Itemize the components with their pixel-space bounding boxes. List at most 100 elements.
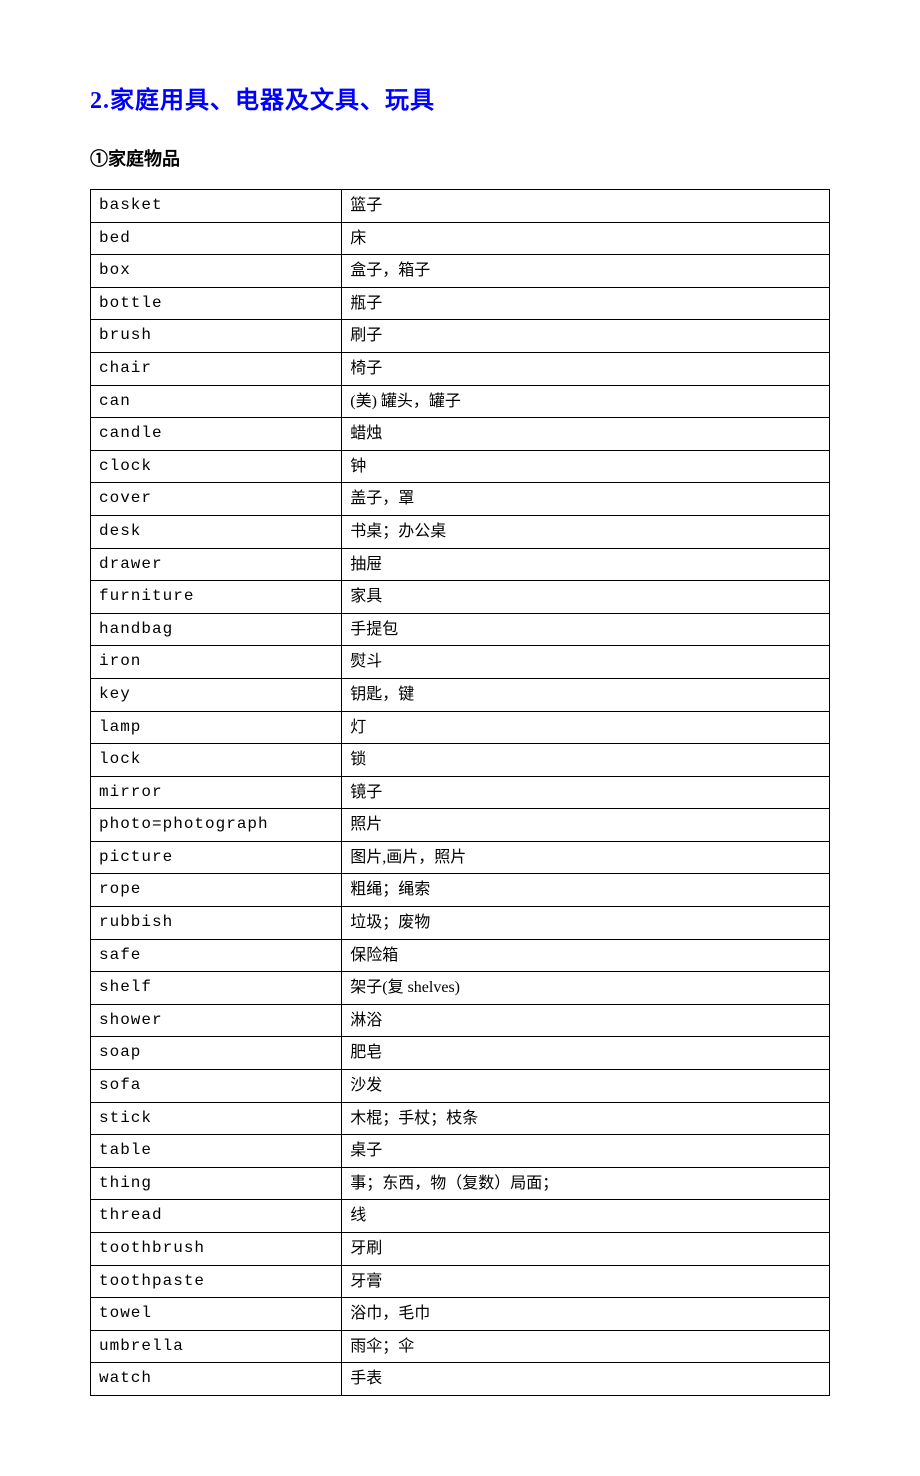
english-cell: rubbish bbox=[91, 907, 342, 940]
english-cell: soap bbox=[91, 1037, 342, 1070]
table-row: safe保险箱 bbox=[91, 939, 830, 972]
english-cell: can bbox=[91, 385, 342, 418]
english-cell: cover bbox=[91, 483, 342, 516]
table-row: basket篮子 bbox=[91, 190, 830, 223]
table-row: sofa沙发 bbox=[91, 1070, 830, 1103]
chinese-cell: 架子(复 shelves) bbox=[342, 972, 830, 1005]
english-cell: table bbox=[91, 1135, 342, 1168]
table-row: iron熨斗 bbox=[91, 646, 830, 679]
table-row: towel浴巾，毛巾 bbox=[91, 1298, 830, 1331]
table-row: thread线 bbox=[91, 1200, 830, 1233]
chinese-cell: 钟 bbox=[342, 450, 830, 483]
chinese-cell: 粗绳；绳索 bbox=[342, 874, 830, 907]
english-cell: rope bbox=[91, 874, 342, 907]
english-cell: clock bbox=[91, 450, 342, 483]
chinese-cell: 盖子，罩 bbox=[342, 483, 830, 516]
vocabulary-table: basket篮子bed床box盒子，箱子bottle瓶子brush刷子chair… bbox=[90, 189, 830, 1396]
english-cell: shelf bbox=[91, 972, 342, 1005]
table-row: shower淋浴 bbox=[91, 1004, 830, 1037]
chinese-cell: 熨斗 bbox=[342, 646, 830, 679]
table-row: photo=photograph照片 bbox=[91, 809, 830, 842]
english-cell: brush bbox=[91, 320, 342, 353]
english-cell: photo=photograph bbox=[91, 809, 342, 842]
table-body: basket篮子bed床box盒子，箱子bottle瓶子brush刷子chair… bbox=[91, 190, 830, 1396]
english-cell: thing bbox=[91, 1167, 342, 1200]
table-row: rubbish垃圾；废物 bbox=[91, 907, 830, 940]
chinese-cell: 木棍；手杖；枝条 bbox=[342, 1102, 830, 1135]
chinese-cell: 手提包 bbox=[342, 613, 830, 646]
english-cell: thread bbox=[91, 1200, 342, 1233]
table-row: shelf架子(复 shelves) bbox=[91, 972, 830, 1005]
english-cell: sofa bbox=[91, 1070, 342, 1103]
table-row: toothpaste牙膏 bbox=[91, 1265, 830, 1298]
chinese-cell: 桌子 bbox=[342, 1135, 830, 1168]
chinese-cell: 篮子 bbox=[342, 190, 830, 223]
table-row: key钥匙，键 bbox=[91, 678, 830, 711]
english-cell: lock bbox=[91, 744, 342, 777]
english-cell: stick bbox=[91, 1102, 342, 1135]
english-cell: box bbox=[91, 255, 342, 288]
chinese-cell: 椅子 bbox=[342, 352, 830, 385]
english-cell: iron bbox=[91, 646, 342, 679]
chinese-cell: 瓶子 bbox=[342, 287, 830, 320]
chinese-cell: 盒子，箱子 bbox=[342, 255, 830, 288]
table-row: watch手表 bbox=[91, 1363, 830, 1396]
english-cell: furniture bbox=[91, 581, 342, 614]
english-cell: towel bbox=[91, 1298, 342, 1331]
english-cell: mirror bbox=[91, 776, 342, 809]
chinese-cell: 雨伞；伞 bbox=[342, 1330, 830, 1363]
chinese-cell: 灯 bbox=[342, 711, 830, 744]
chinese-cell: 沙发 bbox=[342, 1070, 830, 1103]
chinese-cell: 床 bbox=[342, 222, 830, 255]
chinese-cell: 牙膏 bbox=[342, 1265, 830, 1298]
english-cell: basket bbox=[91, 190, 342, 223]
table-row: toothbrush牙刷 bbox=[91, 1233, 830, 1266]
chinese-cell: 手表 bbox=[342, 1363, 830, 1396]
table-row: brush刷子 bbox=[91, 320, 830, 353]
table-row: handbag手提包 bbox=[91, 613, 830, 646]
chinese-cell: 保险箱 bbox=[342, 939, 830, 972]
english-cell: candle bbox=[91, 418, 342, 451]
table-row: picture图片,画片，照片 bbox=[91, 841, 830, 874]
chinese-cell: 镜子 bbox=[342, 776, 830, 809]
table-row: furniture家具 bbox=[91, 581, 830, 614]
chinese-cell: 牙刷 bbox=[342, 1233, 830, 1266]
table-row: rope粗绳；绳索 bbox=[91, 874, 830, 907]
english-cell: toothbrush bbox=[91, 1233, 342, 1266]
english-cell: drawer bbox=[91, 548, 342, 581]
sub-title: ①家庭物品 bbox=[90, 145, 830, 171]
table-row: stick木棍；手杖；枝条 bbox=[91, 1102, 830, 1135]
english-cell: key bbox=[91, 678, 342, 711]
chinese-cell: 家具 bbox=[342, 581, 830, 614]
main-title: 2.家庭用具、电器及文具、玩具 bbox=[90, 80, 830, 115]
english-cell: chair bbox=[91, 352, 342, 385]
chinese-cell: 钥匙，键 bbox=[342, 678, 830, 711]
chinese-cell: (美) 罐头，罐子 bbox=[342, 385, 830, 418]
table-row: table桌子 bbox=[91, 1135, 830, 1168]
chinese-cell: 书桌；办公桌 bbox=[342, 515, 830, 548]
english-cell: shower bbox=[91, 1004, 342, 1037]
table-row: mirror镜子 bbox=[91, 776, 830, 809]
chinese-cell: 锁 bbox=[342, 744, 830, 777]
chinese-cell: 抽屉 bbox=[342, 548, 830, 581]
english-cell: lamp bbox=[91, 711, 342, 744]
table-row: candle蜡烛 bbox=[91, 418, 830, 451]
english-cell: watch bbox=[91, 1363, 342, 1396]
table-row: box盒子，箱子 bbox=[91, 255, 830, 288]
english-cell: handbag bbox=[91, 613, 342, 646]
chinese-cell: 肥皂 bbox=[342, 1037, 830, 1070]
english-cell: safe bbox=[91, 939, 342, 972]
english-cell: umbrella bbox=[91, 1330, 342, 1363]
chinese-cell: 垃圾；废物 bbox=[342, 907, 830, 940]
table-row: drawer抽屉 bbox=[91, 548, 830, 581]
table-row: bed床 bbox=[91, 222, 830, 255]
chinese-cell: 线 bbox=[342, 1200, 830, 1233]
table-row: lock锁 bbox=[91, 744, 830, 777]
chinese-cell: 图片,画片，照片 bbox=[342, 841, 830, 874]
table-row: lamp灯 bbox=[91, 711, 830, 744]
table-row: chair椅子 bbox=[91, 352, 830, 385]
table-row: umbrella雨伞；伞 bbox=[91, 1330, 830, 1363]
chinese-cell: 照片 bbox=[342, 809, 830, 842]
english-cell: picture bbox=[91, 841, 342, 874]
chinese-cell: 事；东西，物（复数）局面； bbox=[342, 1167, 830, 1200]
